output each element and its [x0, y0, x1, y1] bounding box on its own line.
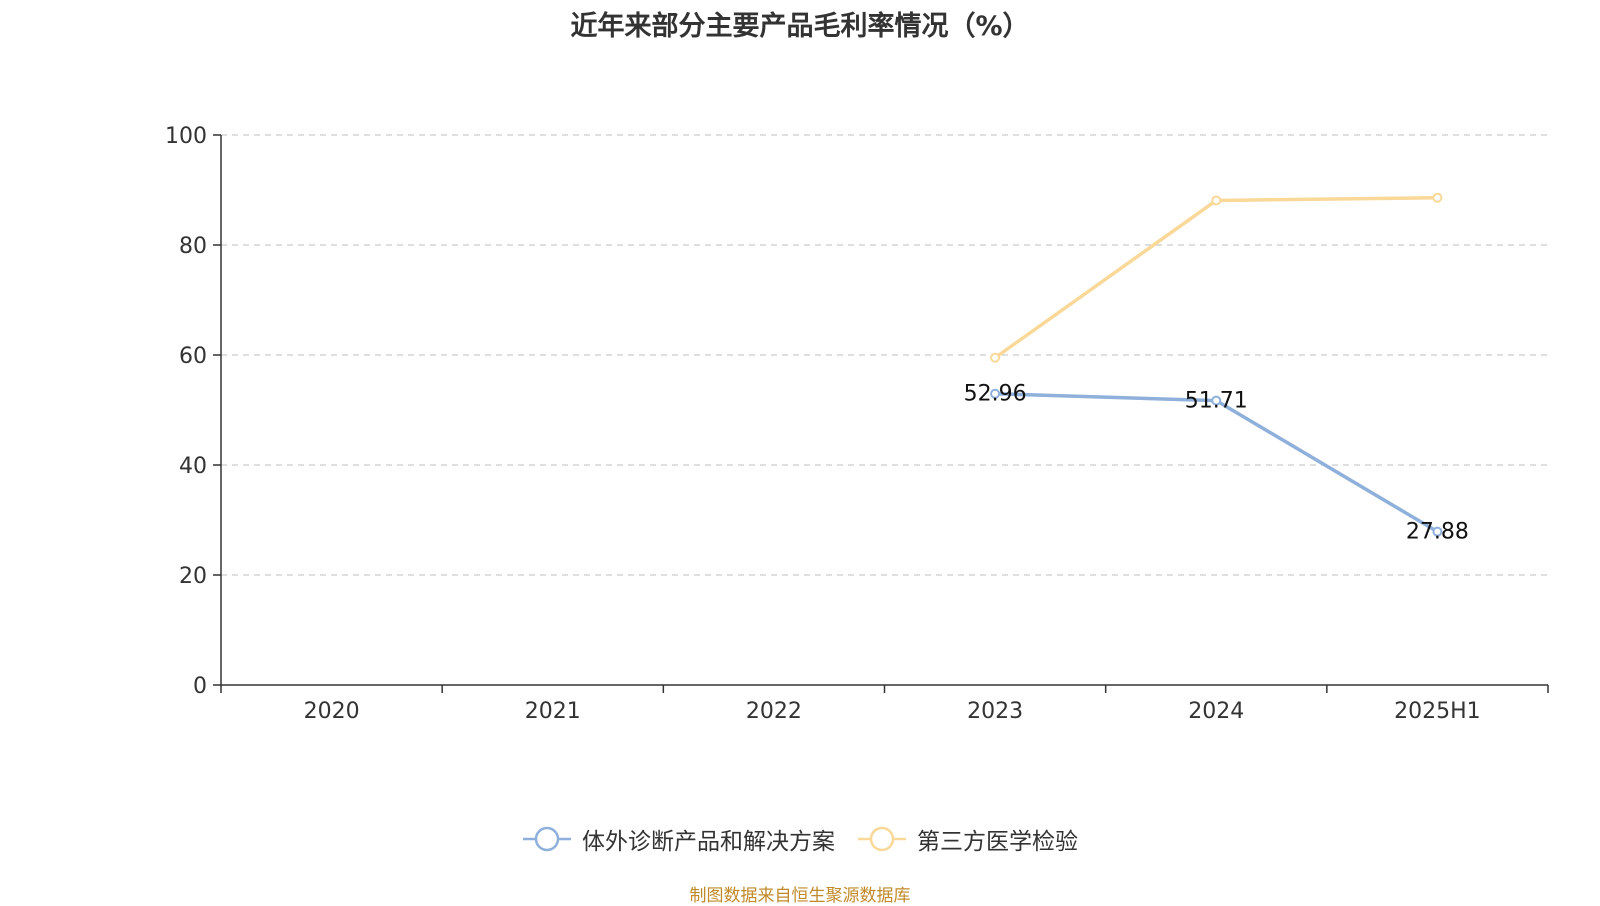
legend-label: 体外诊断产品和解决方案	[582, 829, 835, 855]
series-0-data-label-3: 52.96	[964, 382, 1027, 407]
x-tick-label-4: 2024	[1188, 699, 1244, 724]
series-1-point-5	[1432, 192, 1443, 203]
y-tick-label-2: 40	[179, 454, 207, 479]
y-tick-label-5: 100	[165, 124, 207, 149]
legend-marker-icon	[523, 826, 571, 852]
chart-title: 近年来部分主要产品毛利率情况（%）	[570, 11, 1030, 42]
y-tick-label-4: 80	[179, 234, 207, 259]
data-labels: 52.96 51.71 27.88	[964, 382, 1469, 545]
y-tick-label-3: 60	[179, 344, 207, 369]
x-tick-label-1: 2021	[525, 699, 581, 724]
y-tick-label-0: 0	[193, 674, 207, 699]
grid-lines	[221, 134, 1548, 576]
y-tick-label-1: 20	[179, 564, 207, 589]
series-line-0	[995, 391, 1439, 534]
series-0-data-label-5: 27.88	[1406, 520, 1469, 545]
line-chart: 0 20 40 60 80 100 2020 2021 2022 2023 2024 2025H1 5…	[165, 124, 1549, 724]
legend-item-0[interactable]: 体外诊断产品和解决方案	[522, 822, 835, 856]
x-tick-label-2: 2022	[746, 699, 802, 724]
series-1-point-3	[990, 352, 1001, 363]
axes: 0 20 40 60 80 100 2020 2021 2022 2023 2024 2025H1	[165, 124, 1549, 724]
series-0-data-label-4: 51.71	[1185, 389, 1248, 414]
legend: 体外诊断产品和解决方案 第三方医学检验	[0, 822, 1600, 856]
legend-marker-icon	[858, 826, 906, 852]
x-tick-label-5: 2025H1	[1394, 699, 1481, 724]
series-0-point-3	[990, 388, 1001, 399]
legend-label: 第三方医学检验	[917, 829, 1078, 855]
legend-item-1[interactable]: 第三方医学检验	[857, 822, 1078, 856]
series-line-1	[994, 195, 1438, 360]
series-lines	[990, 192, 1443, 537]
source-note: 制图数据来自恒生聚源数据库	[689, 886, 911, 906]
x-tick-label-3: 2023	[967, 699, 1023, 724]
series-0-point-5	[1432, 526, 1443, 537]
x-tick-label-0: 2020	[304, 699, 360, 724]
series-1-point-4	[1211, 195, 1222, 206]
series-0-point-4	[1211, 395, 1222, 406]
